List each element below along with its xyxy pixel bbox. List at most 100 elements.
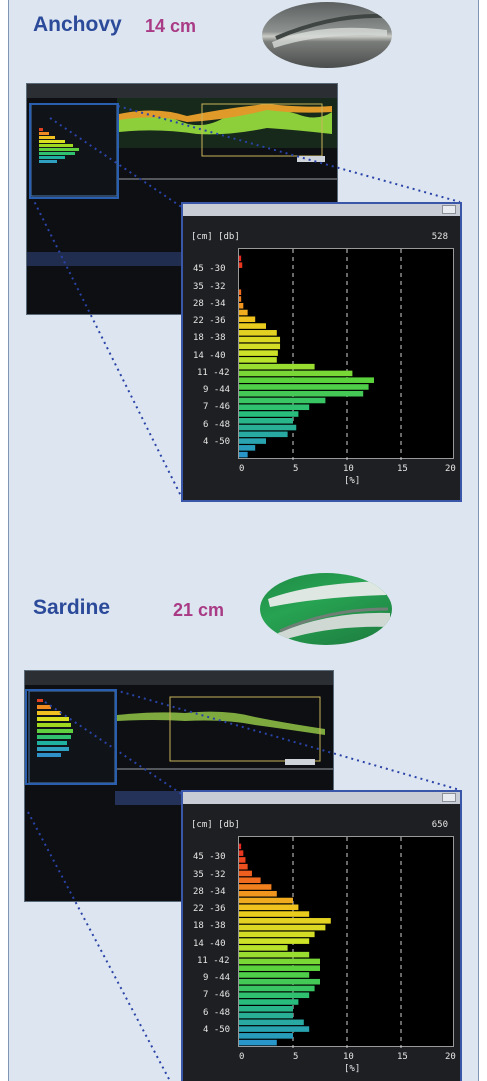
histogram-bar bbox=[239, 884, 272, 890]
y-label: 28 -34 bbox=[193, 299, 226, 309]
histogram-bar bbox=[239, 289, 242, 295]
histogram-bar bbox=[239, 911, 310, 917]
histogram-bar bbox=[239, 850, 244, 856]
histogram-bar bbox=[239, 931, 315, 938]
histogram-bars bbox=[239, 249, 402, 460]
window-titlebar bbox=[183, 204, 460, 216]
histogram-bar bbox=[239, 350, 278, 356]
window-button[interactable] bbox=[442, 793, 456, 802]
histogram-bar bbox=[239, 951, 310, 958]
histogram-bar bbox=[239, 451, 248, 458]
x-tick: 20 bbox=[445, 464, 456, 474]
histogram-bar bbox=[239, 309, 248, 316]
histogram-header: [cm] [db] bbox=[191, 820, 240, 830]
y-label: 7 -46 bbox=[203, 402, 231, 412]
histogram-bar bbox=[239, 945, 288, 951]
y-label: 18 -38 bbox=[193, 921, 226, 931]
y-label: 6 -48 bbox=[203, 420, 231, 430]
histogram-bar bbox=[239, 1026, 310, 1032]
x-tick: 5 bbox=[293, 1052, 299, 1062]
histogram-bar bbox=[239, 397, 326, 404]
y-label: 18 -38 bbox=[193, 333, 226, 343]
y-label: 6 -48 bbox=[203, 1008, 231, 1018]
histogram-bar bbox=[239, 424, 297, 431]
y-label: 45 -30 bbox=[193, 264, 226, 274]
histogram-bar bbox=[239, 357, 277, 363]
histogram-bar bbox=[239, 1039, 277, 1046]
histogram-bar bbox=[239, 972, 310, 978]
histogram-bar bbox=[239, 857, 246, 863]
histogram-bar bbox=[239, 918, 331, 924]
histogram-bar bbox=[239, 1012, 293, 1019]
x-tick: 0 bbox=[239, 1052, 245, 1062]
y-label: 35 -32 bbox=[193, 282, 226, 292]
y-label: 28 -34 bbox=[193, 887, 226, 897]
histogram-bar bbox=[239, 985, 315, 992]
x-tick: 15 bbox=[397, 464, 408, 474]
section-title: Anchovy bbox=[33, 13, 122, 36]
y-label: 22 -36 bbox=[193, 316, 226, 326]
histogram-window: [cm] [db] 528 45 -30 35 -32 28 -34 22 -3… bbox=[181, 202, 462, 502]
histogram-bar bbox=[239, 965, 320, 971]
zoom-connector-lines bbox=[29, 103, 461, 501]
x-tick: 15 bbox=[397, 1052, 408, 1062]
y-label: 35 -32 bbox=[193, 870, 226, 880]
histogram-bar bbox=[239, 870, 252, 877]
x-unit: [%] bbox=[344, 476, 361, 486]
y-label: 4 -50 bbox=[203, 1025, 231, 1035]
y-label: 14 -40 bbox=[193, 939, 226, 949]
histogram-bar bbox=[239, 992, 310, 999]
x-tick: 20 bbox=[445, 1052, 456, 1062]
histogram-bar bbox=[239, 438, 266, 444]
histogram-bar bbox=[239, 958, 320, 965]
histogram-bar bbox=[239, 330, 277, 336]
histogram-bar bbox=[239, 924, 326, 931]
histogram-bar bbox=[239, 1006, 293, 1012]
histogram-bar bbox=[239, 377, 374, 383]
y-label: 45 -30 bbox=[193, 852, 226, 862]
histogram-bar bbox=[239, 863, 248, 870]
y-label: 11 -42 bbox=[197, 956, 230, 966]
histogram-bar bbox=[239, 843, 242, 850]
section-size: 14 cm bbox=[145, 16, 197, 36]
window-titlebar bbox=[183, 792, 460, 804]
section-size: 21 cm bbox=[173, 600, 225, 620]
histogram-window: [cm] [db] 650 45 -30 35 -32 28 -34 22 -3… bbox=[181, 790, 462, 1081]
histogram-bar bbox=[239, 316, 256, 323]
histogram-bar bbox=[239, 890, 277, 897]
histogram-count: 528 bbox=[431, 232, 448, 242]
x-tick: 10 bbox=[343, 464, 354, 474]
histogram-bar bbox=[239, 1019, 304, 1026]
histogram-bar bbox=[239, 390, 364, 397]
window-button[interactable] bbox=[442, 205, 456, 214]
histogram-bar bbox=[239, 431, 288, 438]
histogram-bar bbox=[239, 404, 310, 411]
y-label: 22 -36 bbox=[193, 904, 226, 914]
histogram-bar bbox=[239, 323, 266, 329]
x-tick: 5 bbox=[293, 464, 299, 474]
y-label: 9 -44 bbox=[203, 973, 231, 983]
histogram-bar bbox=[239, 343, 281, 350]
histogram-bar bbox=[239, 411, 299, 417]
histogram-bar bbox=[239, 445, 256, 451]
y-label: 11 -42 bbox=[197, 368, 230, 378]
histogram-count: 650 bbox=[431, 820, 448, 830]
echogram-image bbox=[27, 84, 337, 266]
y-label: 14 -40 bbox=[193, 351, 226, 361]
histogram-bar bbox=[239, 877, 261, 883]
x-tick: 0 bbox=[239, 464, 245, 474]
histogram-bar bbox=[239, 978, 320, 985]
histogram-bar bbox=[239, 999, 299, 1005]
y-label: 4 -50 bbox=[203, 437, 231, 447]
histogram-bar bbox=[239, 904, 299, 911]
histogram-bar bbox=[239, 262, 243, 268]
x-tick: 10 bbox=[343, 1052, 354, 1062]
histogram-plot bbox=[238, 248, 454, 460]
histogram-header: [cm] [db] bbox=[191, 232, 240, 242]
sardine-photo bbox=[260, 573, 392, 645]
y-label: 7 -46 bbox=[203, 990, 231, 1000]
histogram-bar bbox=[239, 255, 242, 262]
y-label: 9 -44 bbox=[203, 385, 231, 395]
anchovy-photo bbox=[262, 2, 392, 68]
